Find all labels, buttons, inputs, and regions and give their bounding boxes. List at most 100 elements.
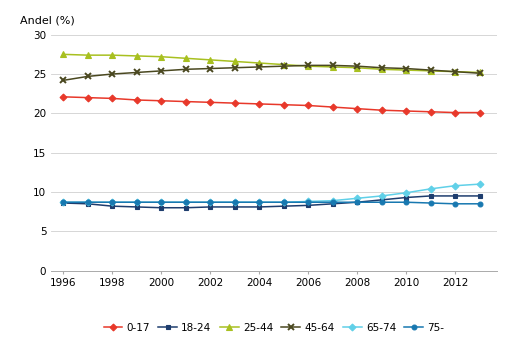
0-17 (477, 110, 483, 115)
Line: 18-24: 18-24 (61, 194, 482, 210)
18-24 (354, 200, 360, 204)
25-44 (183, 56, 189, 60)
75- (85, 200, 91, 204)
75- (354, 200, 360, 204)
45-64 (403, 66, 409, 70)
18-24 (330, 202, 336, 206)
0-17 (305, 103, 311, 108)
18-24 (477, 194, 483, 198)
65-74 (452, 184, 458, 188)
18-24 (110, 204, 116, 208)
25-44 (158, 54, 164, 59)
0-17 (134, 98, 140, 102)
18-24 (256, 205, 262, 209)
18-24 (232, 205, 238, 209)
65-74 (85, 200, 91, 204)
18-24 (134, 205, 140, 209)
45-64 (207, 66, 214, 70)
45-64 (232, 66, 238, 70)
Line: 45-64: 45-64 (60, 62, 483, 84)
65-74 (134, 200, 140, 204)
75- (158, 200, 164, 204)
Text: Andel (%): Andel (%) (20, 15, 75, 25)
65-74 (477, 182, 483, 186)
65-74 (158, 200, 164, 204)
75- (256, 200, 262, 204)
25-44 (232, 59, 238, 64)
75- (134, 200, 140, 204)
75- (378, 200, 385, 204)
25-44 (281, 62, 287, 67)
18-24 (452, 194, 458, 198)
25-44 (134, 54, 140, 58)
0-17 (281, 103, 287, 107)
75- (477, 202, 483, 206)
65-74 (378, 194, 385, 198)
18-24 (403, 195, 409, 200)
18-24 (85, 202, 91, 206)
75- (232, 200, 238, 204)
25-44 (85, 53, 91, 57)
0-17 (85, 95, 91, 100)
45-64 (378, 66, 385, 70)
45-64 (158, 69, 164, 73)
75- (110, 200, 116, 204)
65-74 (428, 187, 434, 191)
45-64 (85, 74, 91, 78)
45-64 (354, 64, 360, 68)
75- (452, 202, 458, 206)
65-74 (330, 198, 336, 203)
45-64 (256, 65, 262, 69)
45-64 (134, 70, 140, 75)
45-64 (183, 67, 189, 71)
65-74 (305, 200, 311, 204)
0-17 (60, 95, 67, 99)
75- (281, 200, 287, 204)
0-17 (183, 100, 189, 104)
25-44 (428, 69, 434, 73)
75- (428, 201, 434, 205)
18-24 (207, 205, 214, 209)
45-64 (330, 63, 336, 67)
18-24 (158, 206, 164, 210)
25-44 (330, 65, 336, 69)
18-24 (60, 201, 67, 205)
25-44 (60, 52, 67, 57)
45-64 (452, 70, 458, 74)
75- (60, 200, 67, 204)
0-17 (207, 100, 214, 104)
75- (403, 200, 409, 204)
65-74 (183, 200, 189, 204)
65-74 (60, 200, 67, 204)
0-17 (158, 99, 164, 103)
Line: 65-74: 65-74 (61, 182, 482, 205)
25-44 (403, 68, 409, 72)
45-64 (110, 72, 116, 76)
18-24 (281, 204, 287, 208)
0-17 (232, 101, 238, 105)
0-17 (378, 108, 385, 112)
45-64 (428, 68, 434, 72)
65-74 (354, 196, 360, 200)
45-64 (281, 64, 287, 68)
25-44 (354, 66, 360, 70)
25-44 (110, 53, 116, 57)
0-17 (256, 102, 262, 106)
65-74 (207, 200, 214, 204)
65-74 (232, 200, 238, 204)
65-74 (110, 200, 116, 204)
0-17 (354, 107, 360, 111)
18-24 (183, 206, 189, 210)
25-44 (477, 70, 483, 75)
75- (207, 200, 214, 204)
75- (183, 200, 189, 204)
25-44 (378, 67, 385, 71)
75- (330, 200, 336, 204)
75- (305, 200, 311, 204)
0-17 (452, 110, 458, 115)
18-24 (428, 194, 434, 198)
0-17 (330, 105, 336, 109)
Line: 75-: 75- (61, 200, 482, 206)
65-74 (281, 200, 287, 204)
18-24 (378, 198, 385, 202)
